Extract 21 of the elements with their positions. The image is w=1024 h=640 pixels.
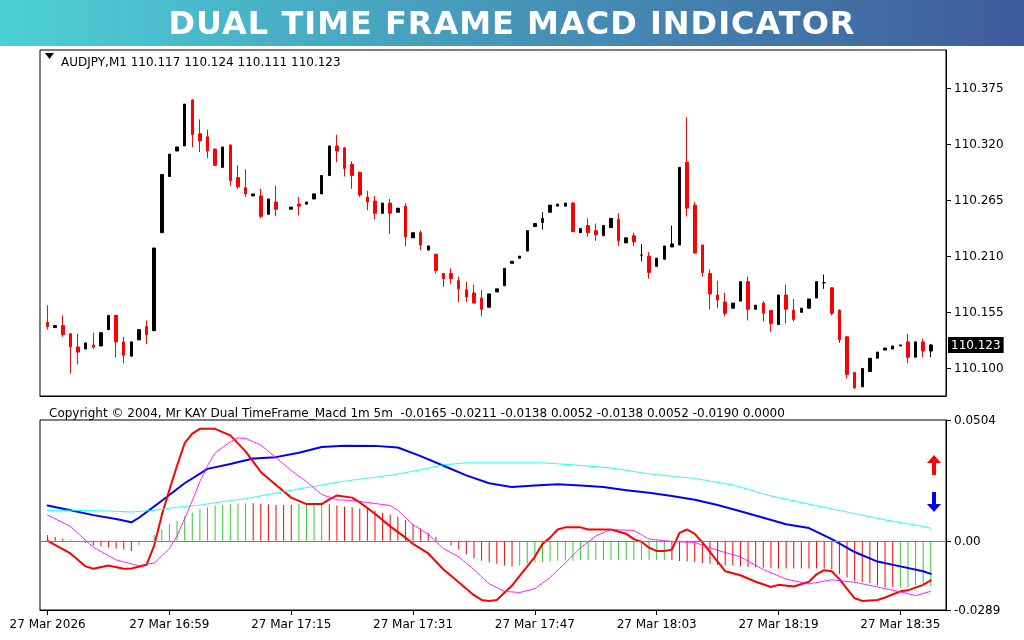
- chart-subtitle: AUDJPY,M1 110.117 110.124 110.111 110.123: [61, 55, 341, 69]
- x-tick-label: 27 Mar 2026: [9, 617, 86, 631]
- y-tick-label: 110.155: [954, 305, 1004, 320]
- x-tick-label: 27 Mar 17:31: [373, 617, 454, 631]
- y-tick-label: 110.375: [954, 80, 1004, 95]
- y-tick-label: 110.210: [954, 249, 1004, 264]
- y-tick-label: 0.0504: [954, 413, 996, 427]
- x-tick-label: 27 Mar 17:47: [494, 617, 575, 631]
- text: 110.123: [951, 337, 1001, 352]
- y-tick-label: -0.0289: [954, 603, 1001, 617]
- x-tick-label: 27 Mar 18:19: [738, 617, 819, 631]
- x-tick-label: 27 Mar 16:59: [129, 617, 210, 631]
- y-tick-label: 0.00: [954, 533, 981, 548]
- y-tick-label: 110.100: [954, 361, 1004, 376]
- x-tick-label: 27 Mar 18:35: [860, 617, 941, 631]
- x-tick-label: 27 Mar 18:03: [616, 617, 697, 631]
- chart-title: DUAL TIME FRAME MACD INDICATOR: [0, 0, 1024, 46]
- x-tick-label: 27 Mar 17:15: [251, 617, 332, 631]
- y-tick-label: 110.265: [954, 193, 1004, 208]
- chart-subtitle: Copyright © 2004, Mr KAY Dual TimeFrame_Macd 1m 5m -0.0165 -0.0211 -0.0138 0.0052 -0.0138 0.0052 -0.0190 0.0000: [49, 406, 785, 420]
- y-tick-label: 110.320: [954, 136, 1004, 151]
